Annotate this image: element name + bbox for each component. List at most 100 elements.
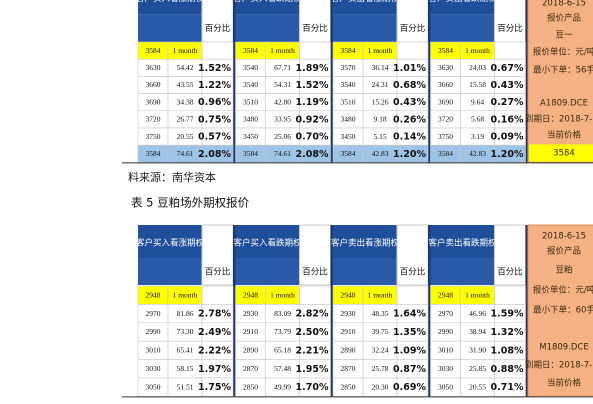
header-cell	[138, 14, 202, 42]
cell-text: 1 month	[368, 290, 393, 299]
cell-text: 5.15	[373, 132, 386, 141]
percent: 0.71%	[491, 382, 524, 393]
cell-text: 3720	[146, 115, 161, 124]
cell-text: 9.64	[471, 97, 484, 106]
header-cell	[430, 0, 495, 15]
pct-header-text: 百分比	[205, 23, 231, 34]
percent: 0.75%	[198, 114, 231, 125]
percent: 1.52%	[296, 80, 329, 91]
cell-text: 67.71	[274, 63, 291, 72]
cell-text: 1 month	[270, 46, 295, 55]
percent: 1.70%	[296, 382, 329, 393]
header-cell	[333, 225, 397, 258]
cell-text: 39.75	[372, 327, 389, 336]
percent: 1.52%	[198, 63, 231, 74]
percent: 1.09%	[393, 345, 426, 356]
cell-text: 5.68	[471, 115, 484, 124]
separator	[428, 225, 431, 397]
cell	[494, 285, 526, 305]
cell-text: 3584	[438, 149, 453, 158]
cell-text: 2948	[438, 290, 453, 299]
cell-text: 3750	[438, 132, 453, 141]
cell-text: 57.48	[274, 364, 291, 373]
cell-text: 3630	[438, 63, 453, 72]
cell-text: 1 month	[368, 46, 393, 55]
cell-text: 3660	[146, 80, 161, 89]
percent: 1.32%	[491, 327, 524, 338]
cell-text: 2930	[243, 309, 258, 318]
cell-text: 20.55	[469, 382, 486, 391]
cell-text: 3010	[438, 346, 453, 355]
percent: 0.26%	[393, 114, 426, 125]
cell-text: 3720	[438, 115, 453, 124]
cell	[201, 285, 234, 305]
cell-text: 3584	[243, 149, 258, 158]
panel-text: 豆粕	[555, 265, 572, 276]
cell-text: 3690	[146, 97, 161, 106]
cell-text: 3584	[243, 46, 258, 55]
price-cell	[529, 144, 593, 162]
cell-text: 2948	[341, 290, 356, 299]
cell-text: 42.83	[469, 149, 486, 158]
cell-text: 3584	[341, 149, 356, 158]
pct-header-cell	[396, 224, 429, 286]
separator	[233, 0, 236, 163]
percent: 1.64%	[393, 309, 426, 320]
percent: 1.95%	[296, 364, 329, 375]
cell-text: 1 month	[270, 290, 295, 299]
cell-text: 54.31	[274, 80, 291, 89]
cell-text: 3050	[146, 382, 161, 391]
cell-text: 46.96	[469, 309, 486, 318]
cell-text: 34.38	[177, 97, 194, 106]
header-cell	[138, 225, 202, 258]
percent: 1.59%	[491, 309, 524, 320]
cell-text: 26.77	[177, 115, 194, 124]
percent: 1.01%	[393, 63, 426, 74]
cell-text: 1 month	[173, 290, 198, 299]
cell-text: 74.61	[177, 149, 194, 158]
separator	[525, 0, 528, 163]
header-cell	[333, 258, 397, 285]
cell-text: 25.78	[372, 364, 389, 373]
cell-text: 73.30	[177, 327, 194, 336]
cell-text: 2990	[146, 327, 161, 336]
pct-header-cell	[494, 224, 526, 286]
percent: 2.50%	[296, 327, 329, 338]
percent: 0.16%	[491, 114, 524, 125]
pct-header-cell	[201, 0, 234, 43]
cell-text: 3584	[341, 46, 356, 55]
percent: 2.49%	[198, 327, 231, 338]
cell-text: 3450	[243, 132, 258, 141]
cell-text: 3540	[243, 80, 258, 89]
cell-text: 74.61	[274, 149, 291, 158]
cell-text: 51.51	[177, 382, 194, 391]
cell-text: 2910	[243, 327, 258, 336]
percent: 0.09%	[491, 132, 524, 143]
cell-text: 2948	[146, 290, 161, 299]
cell-text: 2890	[243, 346, 258, 355]
cell-text: 2970	[438, 309, 453, 318]
percent: 2.78%	[198, 309, 231, 320]
panel-text: 到期日：2018-7-10	[525, 361, 593, 371]
cell-text: 24.31	[372, 80, 389, 89]
cell-text: 2948	[243, 290, 258, 299]
cell-text: 43.55	[177, 80, 194, 89]
cell-text: 3010	[146, 346, 161, 355]
cell-text: 49.99	[274, 382, 291, 391]
cell-text: 9.18	[373, 115, 386, 124]
percent: 1.97%	[198, 364, 231, 375]
cell-text: 31.90	[469, 346, 486, 355]
separator	[330, 0, 333, 163]
cell	[201, 41, 234, 60]
percent: 1.75%	[198, 382, 231, 393]
cell-text: 2970	[146, 309, 161, 318]
pct-header-cell	[396, 0, 429, 43]
header-cell	[235, 14, 300, 42]
cell-text: 58.15	[177, 364, 194, 373]
panel-text: 最小下单：60手	[533, 305, 593, 316]
panel-text: 当前价格	[547, 378, 582, 389]
header-text: 客户卖出看跌期权	[428, 238, 497, 249]
cell-text: 3690	[438, 97, 453, 106]
cell-text: 1 month	[173, 46, 198, 55]
header-cell	[235, 258, 300, 285]
